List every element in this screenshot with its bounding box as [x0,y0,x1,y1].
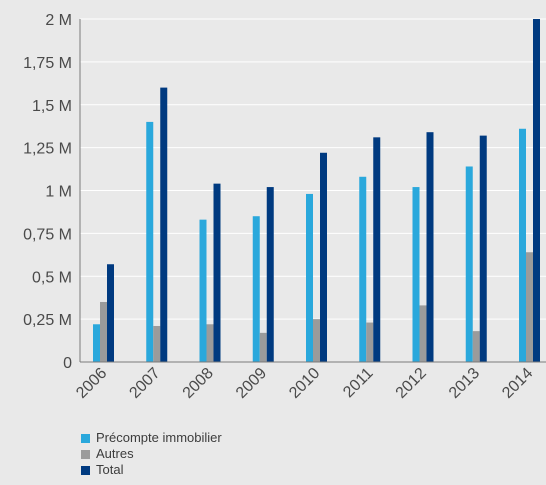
y-tick-label: 0,75 M [23,226,72,243]
x-tick-label: 2009 [233,365,270,402]
bar-precompte-immobilier-2006 [93,324,100,362]
x-tick-label: 2006 [73,365,110,402]
y-tick-label: 1,5 M [32,98,72,115]
x-tick-label: 2014 [499,365,536,402]
x-axis-tick-labels: 2006 2007 2008 2009 2010 2011 2012 2013 2014 [73,365,536,402]
y-tick-label: 0,5 M [32,269,72,286]
bar-precompte-immobilier-2010 [306,193,313,362]
bar-precompte-immobilier-2014 [519,128,526,362]
bar-total-2006 [107,264,114,362]
legend: Précompte immobilier Autres Total [81,430,222,478]
bar-precompte-immobilier-2011 [359,176,367,362]
bar-autres-2008 [206,324,214,362]
bar-total-2012 [426,132,434,362]
bar-precompte-immobilier-2009 [252,216,260,362]
x-tick-label: 2011 [340,365,376,401]
bar-total-2010 [320,152,327,362]
bar-autres-2012 [419,305,427,362]
legend-item-autres: Autres [81,446,222,462]
y-tick-label: 0,25 M [23,312,72,329]
bar-precompte-immobilier-2013 [465,166,473,362]
bar-autres-2011 [366,322,374,362]
bar-total-2013 [479,135,487,362]
bar-autres-2007 [153,325,161,362]
y-tick-label: 1,75 M [23,55,72,72]
bar-total-2009 [266,187,274,362]
bar-total-2014 [533,19,540,362]
bar-total-2011 [373,137,381,362]
x-tick-label: 2007 [126,365,163,402]
bar-precompte-immobilier-2008 [199,219,207,362]
bar-autres-2014 [526,252,533,362]
legend-label: Autres [96,446,134,461]
bar-autres-2013 [472,331,480,362]
x-tick-label: 2008 [180,365,217,402]
bar-autres-2010 [313,319,320,362]
legend-item-total: Total [81,462,222,478]
bar-total-2007 [160,87,168,362]
legend-swatch [81,449,90,459]
y-tick-label: 1 M [45,184,72,201]
bar-autres-2006 [100,301,107,362]
y-axis-tick-labels: 0 0,25 M 0,5 M 0,75 M 1 M 1,25 M 1,5 M 1,75 M 2 … [23,12,72,372]
legend-item-precompte-immobilier: Précompte immobilier [81,430,222,446]
x-tick-label: 2010 [286,365,323,402]
legend-swatch [81,433,90,443]
y-tick-label: 0 [63,355,72,372]
x-tick-label: 2013 [446,365,483,402]
bar-precompte-immobilier-2007 [146,121,154,363]
bar-precompte-immobilier-2012 [412,187,420,362]
legend-label: Précompte immobilier [96,430,222,445]
x-tick-label: 2012 [393,365,430,402]
bar-total-2008 [213,183,221,362]
bar-autres-2009 [259,332,267,362]
bars [93,19,540,363]
y-tick-label: 2 M [45,12,72,29]
legend-swatch [81,465,90,475]
y-tick-label: 1,25 M [23,141,72,158]
legend-label: Total [96,462,124,477]
